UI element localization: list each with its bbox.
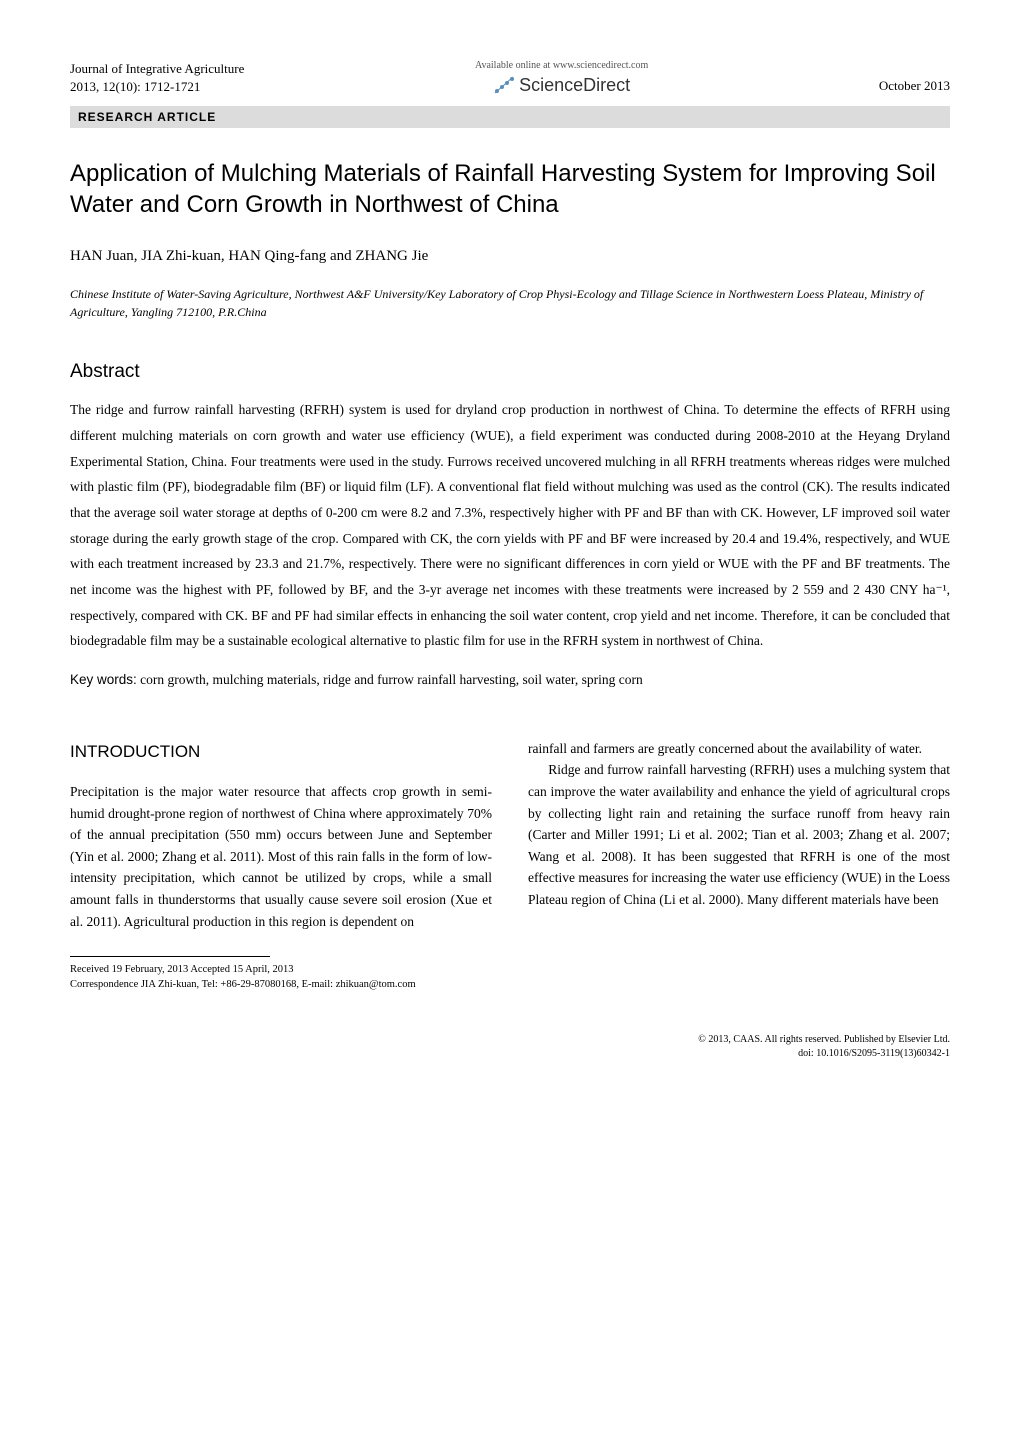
affiliation: Chinese Institute of Water-Saving Agricu… <box>70 285 950 321</box>
keywords-row: Key words: corn growth, mulching materia… <box>70 672 950 688</box>
footer-row: © 2013, CAAS. All rights reserved. Publi… <box>70 1033 950 1061</box>
intro-paragraph-left: Precipitation is the major water resourc… <box>70 781 492 932</box>
intro-paragraph-right-1: rainfall and farmers are greatly concern… <box>528 738 950 760</box>
doi-text: doi: 10.1016/S2095-3119(13)60342-1 <box>698 1047 950 1061</box>
issue-info: 2013, 12(10): 1712-1721 <box>70 78 244 96</box>
footnote-rule <box>70 956 270 957</box>
right-column: rainfall and farmers are greatly concern… <box>528 738 950 993</box>
body-two-column: INTRODUCTION Precipitation is the major … <box>70 738 950 993</box>
publication-date: October 2013 <box>879 60 950 94</box>
introduction-heading: INTRODUCTION <box>70 738 492 765</box>
left-column: INTRODUCTION Precipitation is the major … <box>70 738 492 993</box>
page-container: Journal of Integrative Agriculture 2013,… <box>0 0 1020 1101</box>
keywords-label: Key words: <box>70 672 137 687</box>
article-title: Application of Mulching Materials of Rai… <box>70 158 950 220</box>
journal-info: Journal of Integrative Agriculture 2013,… <box>70 60 244 96</box>
authors: HAN Juan, JIA Zhi-kuan, HAN Qing-fang an… <box>70 248 950 265</box>
abstract-text: The ridge and furrow rainfall harvesting… <box>70 397 950 653</box>
correspondence: Correspondence JIA Zhi-kuan, Tel: +86-29… <box>70 978 492 993</box>
sciencedirect-block: Available online at www.sciencedirect.co… <box>475 60 648 98</box>
journal-name: Journal of Integrative Agriculture <box>70 60 244 78</box>
research-article-bar: RESEARCH ARTICLE <box>70 106 950 128</box>
received-accepted: Received 19 February, 2013 Accepted 15 A… <box>70 963 492 978</box>
keywords-text: corn growth, mulching materials, ridge a… <box>137 672 643 687</box>
footnote-block: Received 19 February, 2013 Accepted 15 A… <box>70 963 492 992</box>
copyright-block: © 2013, CAAS. All rights reserved. Publi… <box>698 1033 950 1061</box>
copyright-text: © 2013, CAAS. All rights reserved. Publi… <box>698 1033 950 1047</box>
header-row: Journal of Integrative Agriculture 2013,… <box>70 60 950 98</box>
sciencedirect-text: ScienceDirect <box>519 75 630 96</box>
sd-tagline: Available online at www.sciencedirect.co… <box>475 60 648 71</box>
intro-paragraph-right-2: Ridge and furrow rainfall harvesting (RF… <box>528 759 950 910</box>
sciencedirect-logo: ScienceDirect <box>475 73 648 98</box>
sciencedirect-icon <box>493 73 515 98</box>
abstract-heading: Abstract <box>70 361 950 383</box>
